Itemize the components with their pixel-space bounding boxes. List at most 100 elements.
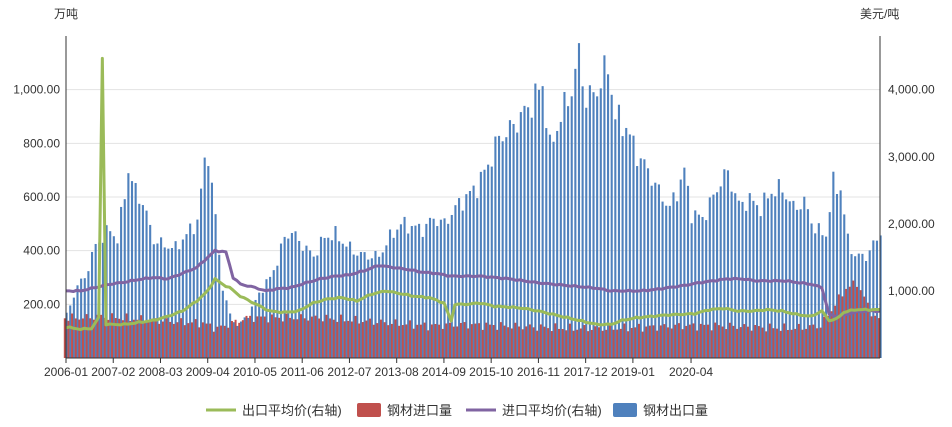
export-volume-bar	[236, 325, 239, 358]
import-volume-bar	[205, 323, 208, 358]
import-volume-bar	[652, 325, 655, 358]
import-volume-bar	[263, 316, 266, 358]
export-volume-bar	[832, 171, 835, 358]
x-tick-label: 2007-02	[91, 365, 135, 379]
export-volume-bar	[574, 68, 577, 359]
import-volume-bar	[354, 315, 357, 358]
import-volume-bar	[619, 328, 622, 358]
import-volume-bar	[161, 321, 164, 358]
import-volume-bar	[71, 313, 74, 358]
import-volume-bar	[296, 319, 299, 358]
import-volume-bar	[656, 330, 659, 358]
import-volume-bar	[274, 317, 277, 358]
export-volume-bar	[218, 254, 221, 358]
legend-item-label[interactable]: 钢材进口量	[387, 403, 452, 418]
export-volume-bar	[766, 198, 769, 358]
export-volume-bar	[803, 196, 806, 358]
import-volume-bar	[111, 313, 114, 358]
import-volume-bar	[376, 323, 379, 358]
export-volume-bar	[501, 141, 504, 358]
import-volume-bar	[877, 318, 880, 358]
export-volume-bar	[759, 216, 762, 358]
import-volume-bar	[750, 330, 753, 358]
export-volume-bar	[388, 229, 392, 358]
import-volume-bar	[667, 327, 670, 358]
export-volume-bar	[487, 164, 490, 358]
export-volume-bar	[312, 256, 315, 358]
export-volume-bar	[472, 185, 475, 358]
x-tick-label: 2020-04	[669, 365, 713, 379]
export-volume-bar	[272, 270, 275, 358]
export-volume-bar	[734, 193, 737, 358]
import-volume-bar	[190, 322, 193, 358]
legend-item-label[interactable]: 进口平均价(右轴)	[502, 403, 602, 418]
export-volume-bar	[367, 259, 370, 358]
import-volume-bar	[561, 328, 564, 358]
import-volume-bar	[129, 320, 132, 358]
import-volume-bar	[96, 314, 99, 358]
export-volume-bar	[247, 317, 250, 358]
import-volume-bar	[688, 324, 691, 358]
export-volume-bar	[817, 223, 820, 358]
import-volume-bar	[601, 330, 604, 358]
export-volume-bar	[523, 105, 526, 359]
import-volume-bar	[485, 322, 488, 358]
import-volume-bar	[310, 316, 313, 358]
export-volume-bar	[80, 278, 83, 358]
import-volume-bar	[841, 296, 844, 358]
export-volume-bar	[87, 271, 90, 358]
import-volume-bar	[587, 331, 590, 358]
export-volume-bar	[378, 256, 381, 358]
import-volume-bar	[285, 313, 288, 358]
export-volume-bar	[541, 86, 544, 358]
import-volume-bar	[216, 326, 219, 358]
import-volume-bar	[427, 330, 430, 358]
export-volume-bar	[319, 236, 323, 358]
import-volume-bar	[314, 315, 317, 358]
import-volume-bar	[467, 328, 470, 358]
y-left-tick-label: 200.00	[23, 297, 60, 311]
export-volume-bar	[196, 219, 199, 358]
export-volume-bar	[828, 212, 831, 358]
export-volume-bar	[178, 249, 181, 358]
export-volume-bar	[781, 192, 784, 358]
import-volume-bar	[528, 324, 531, 358]
import-volume-bar	[260, 316, 263, 358]
import-volume-bar	[281, 321, 284, 358]
import-volume-bar	[118, 318, 121, 358]
import-volume-bar	[779, 330, 782, 358]
export-volume-bar	[581, 86, 584, 358]
import-volume-bar	[383, 322, 386, 358]
import-volume-bar	[525, 326, 528, 358]
import-volume-bar	[194, 319, 197, 358]
import-volume-bar	[234, 319, 237, 358]
legend-item-label[interactable]: 出口平均价(右轴)	[242, 403, 342, 418]
export-volume-bar	[410, 226, 413, 358]
import-volume-bar	[438, 324, 441, 358]
export-volume-bar	[439, 219, 442, 358]
import-volume-bar	[409, 320, 412, 358]
export-volume-bar	[399, 224, 402, 358]
import-volume-bar	[151, 318, 154, 358]
import-volume-bar	[212, 331, 215, 358]
import-volume-bar	[459, 322, 462, 358]
import-volume-bar	[630, 327, 633, 358]
legend-item-label[interactable]: 钢材出口量	[643, 403, 708, 418]
import-volume-bar	[808, 325, 811, 358]
export-volume-bar	[672, 192, 675, 358]
import-volume-bar	[307, 320, 310, 358]
export-volume-bar	[719, 186, 722, 358]
import-volume-bar	[583, 325, 586, 358]
export-volume-bar	[167, 248, 170, 358]
export-volume-bar	[683, 167, 686, 358]
import-volume-bar	[539, 324, 542, 358]
import-volume-bar	[783, 323, 786, 358]
export-volume-bar	[298, 240, 301, 358]
import-volume-bar	[866, 302, 869, 358]
import-volume-bar	[634, 327, 637, 358]
import-volume-bar	[568, 323, 571, 358]
export-volume-bar	[708, 197, 711, 358]
import-volume-bar	[165, 318, 168, 358]
x-tick-label: 2010-05	[233, 365, 277, 379]
export-volume-bar	[207, 166, 210, 358]
